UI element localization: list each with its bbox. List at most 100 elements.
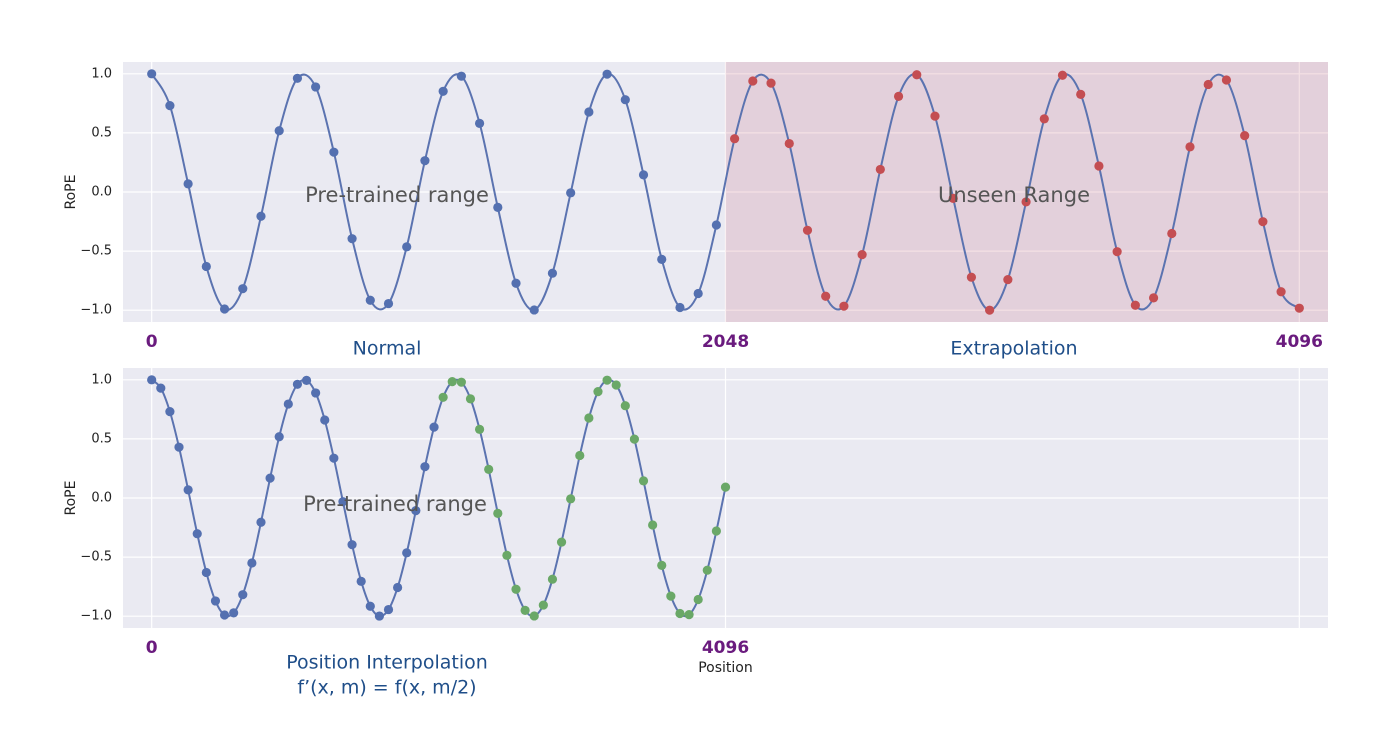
point	[556, 537, 567, 547]
point	[301, 375, 312, 386]
point	[584, 107, 594, 117]
point	[256, 211, 266, 221]
y-tick-label: 0.5	[91, 125, 112, 140]
point	[584, 413, 594, 423]
point	[201, 261, 211, 272]
point	[1221, 75, 1232, 85]
point	[638, 170, 649, 180]
point	[593, 387, 603, 397]
y-tick-label: 0.0	[91, 185, 112, 200]
point	[474, 118, 485, 128]
annotation: Pre-trained range	[305, 183, 489, 207]
point	[620, 401, 630, 411]
point	[575, 450, 585, 461]
point	[438, 86, 448, 96]
point	[948, 193, 958, 203]
point	[1185, 142, 1195, 152]
point	[875, 164, 885, 175]
point	[1240, 131, 1250, 141]
point	[529, 305, 539, 315]
x-tick-label: 4096	[1276, 332, 1323, 352]
point	[566, 494, 576, 504]
point	[966, 272, 977, 282]
point	[511, 278, 521, 288]
x-tick-label: 0	[146, 638, 158, 658]
point	[1076, 89, 1086, 99]
point	[329, 147, 339, 157]
point	[657, 560, 667, 570]
point	[711, 220, 721, 230]
x-tick-label: 4096	[702, 638, 749, 658]
point	[474, 424, 485, 434]
point	[602, 375, 612, 385]
point	[338, 497, 348, 507]
point	[1294, 303, 1304, 313]
point	[1094, 161, 1104, 171]
point	[174, 442, 184, 452]
y-tick-label: 0.0	[91, 491, 112, 506]
x-tick-label: 2048	[702, 332, 749, 352]
point	[183, 179, 193, 189]
point	[684, 610, 694, 620]
point	[638, 476, 649, 486]
point	[702, 565, 712, 575]
point	[219, 610, 230, 620]
point	[247, 558, 257, 568]
point	[383, 298, 394, 309]
point	[529, 611, 539, 621]
point	[930, 111, 940, 121]
point	[265, 473, 275, 483]
point	[165, 407, 175, 417]
shaded-region	[725, 62, 1328, 322]
point	[893, 91, 904, 101]
point	[347, 540, 357, 550]
y-axis-label: RoPE	[63, 481, 79, 516]
point	[438, 392, 448, 402]
point	[802, 225, 813, 235]
y-tick-label: 1.0	[91, 66, 112, 81]
point	[1057, 70, 1068, 80]
point	[611, 380, 621, 390]
point	[311, 82, 321, 92]
point	[711, 526, 721, 536]
point	[748, 76, 758, 86]
point	[857, 250, 867, 260]
point	[511, 584, 521, 594]
annotation: Position Interpolation	[286, 652, 488, 674]
point	[720, 482, 731, 492]
point	[456, 377, 466, 387]
curve	[151, 378, 727, 618]
point	[274, 126, 284, 136]
point	[912, 70, 922, 80]
point	[429, 422, 439, 432]
point	[784, 138, 794, 149]
point	[520, 605, 530, 615]
point	[465, 394, 476, 404]
point	[147, 69, 157, 79]
point	[675, 302, 685, 313]
annotation: Normal	[353, 338, 422, 360]
point	[693, 594, 703, 605]
point	[675, 608, 685, 619]
annotation: Unseen Range	[938, 183, 1090, 207]
annotation: Extrapolation	[950, 338, 1077, 360]
point	[538, 600, 548, 610]
point	[229, 608, 239, 618]
curve	[150, 72, 1300, 312]
point	[985, 305, 995, 315]
point	[456, 71, 466, 81]
point	[347, 234, 357, 244]
point	[766, 78, 776, 88]
point	[147, 375, 157, 385]
y-tick-label: −1.0	[80, 303, 112, 318]
point	[1258, 217, 1268, 227]
point	[1021, 197, 1031, 207]
point	[165, 101, 175, 111]
point	[693, 288, 703, 299]
point	[192, 529, 202, 539]
point	[402, 242, 412, 252]
point	[374, 611, 384, 621]
point	[1039, 114, 1049, 124]
point	[1112, 247, 1122, 257]
